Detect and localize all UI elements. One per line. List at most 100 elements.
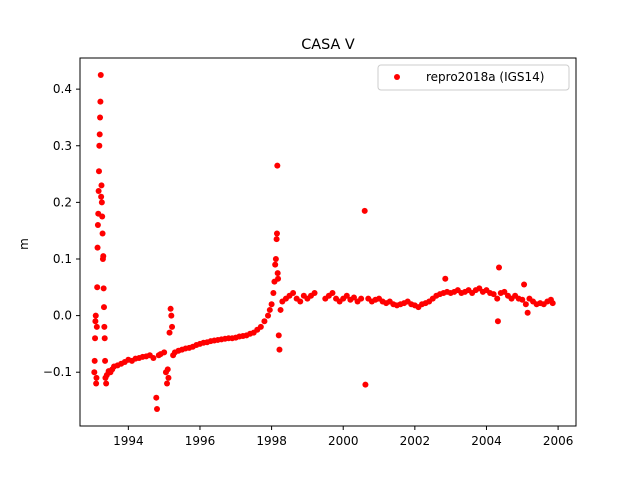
data-point bbox=[274, 162, 281, 169]
data-point bbox=[98, 199, 105, 206]
y-tick-label: 0.1 bbox=[53, 252, 72, 266]
data-point bbox=[273, 230, 280, 237]
data-point bbox=[549, 300, 556, 307]
x-tick-label: 2004 bbox=[471, 434, 502, 448]
data-point bbox=[268, 301, 275, 308]
data-point bbox=[93, 374, 100, 381]
data-point bbox=[91, 357, 98, 364]
data-point bbox=[261, 318, 268, 325]
data-point bbox=[311, 289, 318, 296]
data-point bbox=[93, 323, 100, 330]
data-point bbox=[257, 323, 264, 330]
legend-marker bbox=[394, 74, 400, 80]
data-point bbox=[97, 98, 104, 105]
data-point bbox=[358, 295, 365, 302]
data-point bbox=[521, 281, 528, 288]
data-point bbox=[92, 335, 99, 342]
data-point bbox=[100, 304, 107, 311]
data-point bbox=[94, 284, 101, 291]
data-point bbox=[161, 349, 168, 356]
data-point bbox=[94, 222, 101, 229]
data-point bbox=[164, 380, 171, 387]
data-point bbox=[343, 292, 350, 299]
data-point bbox=[99, 213, 106, 220]
data-point bbox=[164, 366, 171, 373]
data-point bbox=[150, 355, 157, 362]
data-point bbox=[270, 289, 277, 296]
data-point bbox=[276, 346, 283, 353]
data-point bbox=[350, 294, 357, 301]
data-point bbox=[519, 296, 526, 303]
data-point bbox=[165, 374, 172, 381]
data-point bbox=[94, 244, 101, 251]
y-tick-label: 0.4 bbox=[53, 82, 72, 96]
plot-frame bbox=[79, 57, 577, 427]
y-tick-label: 0.0 bbox=[53, 309, 72, 323]
data-point bbox=[168, 312, 175, 319]
data-point bbox=[97, 114, 104, 121]
data-point bbox=[169, 323, 176, 330]
data-point bbox=[329, 289, 336, 296]
data-point bbox=[273, 236, 280, 243]
y-tick-label: −0.1 bbox=[43, 365, 72, 379]
data-point bbox=[102, 357, 109, 364]
x-tick-label: 1996 bbox=[185, 434, 216, 448]
data-point bbox=[266, 306, 273, 313]
data-point bbox=[272, 255, 279, 262]
y-tick-label: 0.3 bbox=[53, 139, 72, 153]
x-tick-label: 1994 bbox=[113, 434, 144, 448]
y-axis-label: m bbox=[17, 238, 31, 250]
data-point bbox=[361, 207, 368, 214]
data-point bbox=[297, 298, 304, 305]
x-axis: 1994 1996 1998 2000 2002 2004 2006 bbox=[113, 426, 573, 448]
data-point bbox=[154, 406, 160, 413]
data-point bbox=[275, 332, 282, 339]
data-point bbox=[501, 288, 508, 295]
data-point bbox=[100, 285, 107, 292]
data-point bbox=[265, 312, 272, 319]
data-point bbox=[524, 309, 531, 316]
data-point bbox=[96, 131, 103, 138]
data-point bbox=[362, 381, 369, 388]
chart-title: CASA V bbox=[301, 37, 355, 53]
data-point bbox=[95, 168, 102, 175]
data-point bbox=[93, 380, 100, 387]
data-point bbox=[290, 289, 297, 296]
data-point bbox=[275, 275, 282, 282]
x-tick-label: 2006 bbox=[543, 434, 574, 448]
data-point bbox=[522, 301, 529, 308]
y-axis: −0.1 0.0 0.1 0.2 0.3 0.4 bbox=[43, 82, 80, 379]
data-point bbox=[96, 142, 103, 149]
x-tick-label: 1998 bbox=[256, 434, 287, 448]
data-point bbox=[442, 275, 449, 282]
data-point bbox=[272, 261, 279, 268]
data-point bbox=[91, 369, 98, 376]
data-point bbox=[103, 380, 110, 387]
data-point bbox=[101, 335, 108, 342]
x-tick-label: 2002 bbox=[400, 434, 431, 448]
data-point bbox=[92, 318, 99, 325]
data-point bbox=[99, 230, 106, 237]
data-point bbox=[98, 182, 105, 189]
data-point bbox=[494, 318, 501, 325]
points-layer bbox=[91, 71, 556, 413]
data-point bbox=[167, 305, 174, 312]
x-tick-label: 2000 bbox=[328, 434, 359, 448]
data-point bbox=[153, 394, 160, 401]
legend: repro2018a (IGS14) bbox=[377, 64, 570, 91]
legend-label: repro2018a (IGS14) bbox=[426, 70, 544, 84]
data-point bbox=[277, 306, 284, 313]
data-point bbox=[97, 71, 104, 78]
data-point bbox=[100, 253, 107, 260]
data-point bbox=[166, 329, 173, 336]
data-point bbox=[490, 291, 497, 298]
data-point bbox=[101, 323, 108, 330]
data-point bbox=[496, 264, 502, 271]
data-point bbox=[494, 295, 501, 302]
y-tick-label: 0.2 bbox=[53, 195, 72, 209]
data-point bbox=[98, 193, 105, 200]
data-point bbox=[274, 270, 281, 277]
data-point bbox=[92, 312, 99, 319]
data-point bbox=[95, 188, 102, 195]
